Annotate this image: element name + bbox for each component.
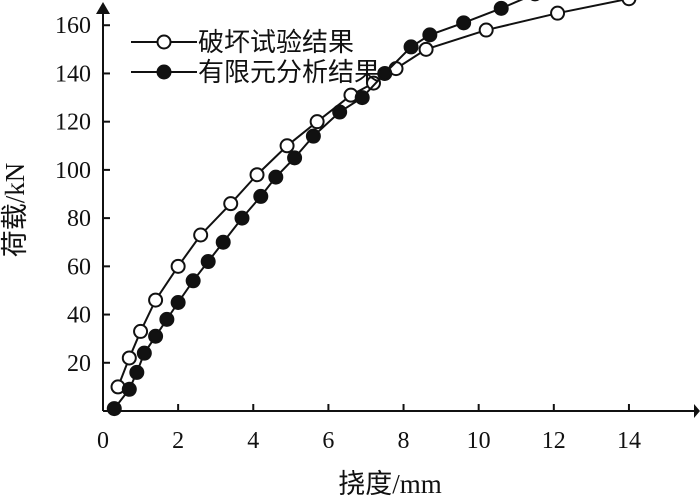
open-data-point bbox=[148, 292, 164, 308]
ticks-layer bbox=[102, 24, 630, 411]
filled-data-point bbox=[170, 295, 186, 311]
legend-item-0: 破坏试验结果 bbox=[131, 28, 354, 57]
axes-layer bbox=[96, 2, 700, 418]
series-group-0 bbox=[110, 0, 637, 395]
y-tick-label: 60 bbox=[67, 254, 91, 280]
open-data-point bbox=[121, 350, 137, 366]
filled-data-point bbox=[200, 254, 216, 270]
open-data-point bbox=[193, 227, 209, 243]
filled-data-point bbox=[422, 27, 438, 43]
open-data-point bbox=[550, 5, 566, 21]
open-data-point bbox=[223, 196, 239, 212]
y-axis-arrow-icon bbox=[96, 2, 110, 14]
filled-data-point bbox=[148, 328, 164, 344]
legend-filled-marker-icon bbox=[156, 64, 172, 80]
x-tick-label: 2 bbox=[172, 428, 184, 454]
legend-item-1: 有限元分析结果 bbox=[131, 58, 380, 87]
filled-data-point bbox=[287, 150, 303, 166]
filled-data-point bbox=[268, 169, 284, 185]
y-tick-label: 20 bbox=[67, 351, 91, 377]
filled-data-point bbox=[106, 401, 122, 417]
filled-data-point bbox=[354, 90, 370, 106]
series-group-1 bbox=[106, 0, 540, 417]
filled-data-point bbox=[185, 273, 201, 289]
filled-data-point bbox=[215, 234, 231, 250]
x-tick-label: 6 bbox=[322, 428, 334, 454]
open-data-point bbox=[478, 22, 494, 38]
filled-data-point bbox=[136, 345, 152, 361]
filled-data-point bbox=[159, 311, 175, 327]
x-tick-label: 12 bbox=[542, 428, 566, 454]
tick-labels-layer: 0 2 4 6 8 10 12 14 20 40 60 80 100 120 140 160 bbox=[55, 13, 641, 454]
filled-data-point bbox=[234, 210, 250, 226]
filled-data-point bbox=[305, 128, 321, 144]
open-data-point bbox=[309, 114, 325, 130]
legend-open-marker-icon bbox=[156, 34, 172, 50]
x-tick-label: 8 bbox=[398, 428, 410, 454]
y-tick-label: 40 bbox=[67, 303, 91, 329]
filled-data-point bbox=[493, 0, 509, 16]
y-tick-label: 140 bbox=[55, 61, 91, 87]
y-tick-label: 160 bbox=[55, 13, 91, 39]
filled-data-point bbox=[377, 65, 393, 81]
open-data-point bbox=[170, 258, 186, 274]
legend-label: 有限元分析结果 bbox=[198, 58, 380, 87]
open-data-point bbox=[365, 75, 381, 91]
x-tick-label: 4 bbox=[247, 428, 259, 454]
open-data-point bbox=[418, 41, 434, 57]
y-tick-label: 120 bbox=[55, 110, 91, 136]
filled-data-point bbox=[129, 364, 145, 380]
legend-label: 破坏试验结果 bbox=[198, 28, 354, 57]
filled-data-point bbox=[332, 104, 348, 120]
x-tick-label: 10 bbox=[467, 428, 491, 454]
open-data-point bbox=[279, 138, 295, 154]
filled-data-point bbox=[456, 15, 472, 31]
x-axis-arrow-icon bbox=[694, 404, 700, 418]
y-tick-label: 100 bbox=[55, 158, 91, 184]
series-layer bbox=[106, 0, 637, 417]
open-data-point bbox=[133, 323, 149, 339]
filled-data-point bbox=[121, 381, 137, 397]
filled-data-point bbox=[403, 39, 419, 55]
x-axis-title: 挠度/mm bbox=[338, 469, 442, 499]
y-axis-title: 荷载/kN bbox=[0, 163, 30, 258]
open-data-point bbox=[621, 0, 637, 7]
y-tick-label: 80 bbox=[67, 206, 91, 232]
filled-data-point bbox=[253, 188, 269, 204]
open-data-point bbox=[249, 167, 265, 183]
x-tick-label: 0 bbox=[97, 428, 109, 454]
x-tick-label: 14 bbox=[617, 428, 641, 454]
